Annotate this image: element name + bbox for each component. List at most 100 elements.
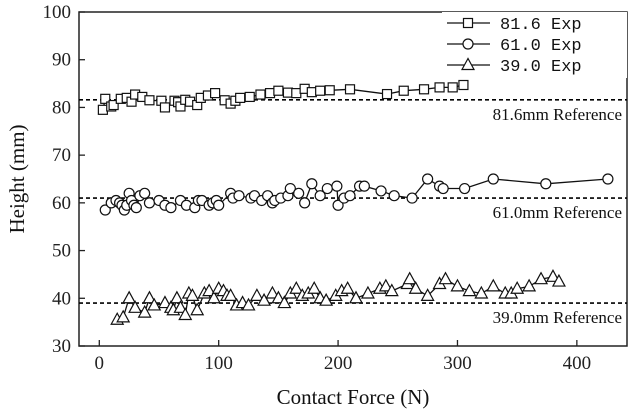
y-tick-label: 50: [52, 241, 71, 262]
data-point-triangle: [157, 295, 172, 309]
data-point-circle: [462, 38, 474, 50]
data-point-circle: [602, 173, 614, 185]
y-axis-title: Height (mm): [5, 124, 29, 233]
data-point-triangle: [360, 285, 375, 299]
data-point-triangle: [128, 300, 143, 313]
data-point-circle: [130, 202, 142, 214]
data-point-circle: [487, 173, 499, 185]
data-point-triangle: [241, 297, 256, 311]
data-point-circle: [213, 199, 225, 211]
data-point-circle: [139, 187, 151, 199]
data-point-square: [381, 88, 393, 100]
data-point-circle: [375, 185, 387, 197]
data-point-triangle: [265, 285, 280, 299]
data-point-circle: [314, 190, 326, 202]
series-layer: [97, 79, 614, 325]
data-point-triangle: [116, 309, 131, 323]
data-point-triangle: [450, 278, 465, 292]
data-point-square: [306, 87, 317, 98]
data-point-circle: [437, 182, 449, 195]
x-tick-label: 300: [443, 353, 472, 374]
data-point-circle: [143, 197, 156, 209]
x-axis-title: Contact Force (N): [277, 385, 430, 409]
legend-item: 61.0 Exp: [447, 37, 582, 56]
data-point-triangle: [510, 280, 525, 294]
reference-label: 81.6mm Reference: [493, 105, 622, 124]
data-point-square: [273, 85, 284, 96]
data-point-square: [159, 102, 171, 113]
x-tick-label: 400: [563, 353, 592, 374]
data-point-square: [264, 88, 276, 99]
data-point-triangle: [257, 292, 272, 306]
data-point-square: [100, 93, 111, 104]
series-square: [97, 79, 469, 115]
data-point-triangle: [460, 57, 476, 71]
data-point-circle: [358, 180, 370, 192]
data-point-circle: [332, 199, 344, 211]
data-point-triangle: [277, 295, 292, 309]
data-point-circle: [165, 202, 177, 214]
data-point-triangle: [137, 304, 152, 318]
data-point-square: [458, 79, 469, 91]
y-tick-label: 100: [43, 2, 72, 23]
data-point-circle: [422, 173, 434, 185]
plot-frame: [78, 11, 628, 347]
data-point-square: [235, 92, 246, 103]
data-point-circle: [331, 180, 343, 192]
data-point-triangle: [420, 288, 435, 301]
data-point-circle: [299, 197, 311, 209]
data-point-circle: [99, 204, 111, 216]
data-point-circle: [459, 182, 471, 195]
data-point-circle: [406, 192, 418, 204]
data-point-triangle: [185, 288, 200, 301]
data-point-square: [291, 88, 302, 99]
reference-label: 39.0mm Reference: [493, 308, 622, 327]
data-point-square: [108, 99, 119, 111]
legend: 81.6 Exp 61.0 Exp 39.0 Exp: [442, 12, 627, 78]
data-point-triangle: [462, 283, 477, 297]
data-point-triangle: [474, 285, 489, 299]
data-point-triangle: [307, 280, 322, 294]
data-point-triangle: [384, 283, 399, 297]
data-point-triangle: [271, 290, 286, 304]
data-point-triangle: [173, 300, 188, 313]
x-tick-label: 200: [324, 353, 353, 374]
data-point-triangle: [190, 302, 205, 316]
data-point-triangle: [289, 280, 304, 294]
data-point-square: [144, 95, 155, 106]
series-circle: [99, 173, 614, 216]
series-triangle: [110, 269, 566, 325]
data-point-triangle: [534, 271, 549, 285]
data-point-square: [418, 84, 430, 95]
plot-area: [78, 11, 628, 347]
y-tick-label: 90: [52, 50, 71, 71]
legend-item: 39.0 Exp: [447, 57, 582, 77]
data-point-triangle: [438, 271, 453, 285]
data-point-triangle: [122, 290, 137, 304]
data-point-circle: [293, 187, 305, 199]
data-point-triangle: [202, 283, 217, 297]
data-point-square: [97, 104, 108, 115]
x-tick-label: 100: [204, 353, 233, 374]
data-point-triangle: [340, 280, 355, 294]
data-point-triangle: [522, 278, 537, 292]
data-point-square: [447, 82, 458, 93]
data-point-triangle: [169, 290, 184, 304]
data-point-square: [244, 91, 255, 103]
data-point-triangle: [408, 280, 423, 294]
data-point-circle: [321, 182, 333, 195]
data-point-circle: [233, 190, 245, 202]
y-tick-label: 30: [52, 336, 71, 357]
data-point-square: [282, 87, 294, 98]
y-tick-label: 80: [52, 97, 71, 118]
data-point-circle: [344, 190, 356, 202]
data-point-triangle: [319, 292, 334, 306]
data-point-circle: [284, 182, 296, 195]
data-point-square: [462, 17, 474, 29]
legend-item: 81.6 Exp: [447, 16, 582, 35]
legend-label: 81.6 Exp: [500, 16, 582, 35]
data-point-square: [344, 84, 356, 95]
data-point-triangle: [551, 273, 566, 287]
data-point-square: [398, 85, 409, 96]
